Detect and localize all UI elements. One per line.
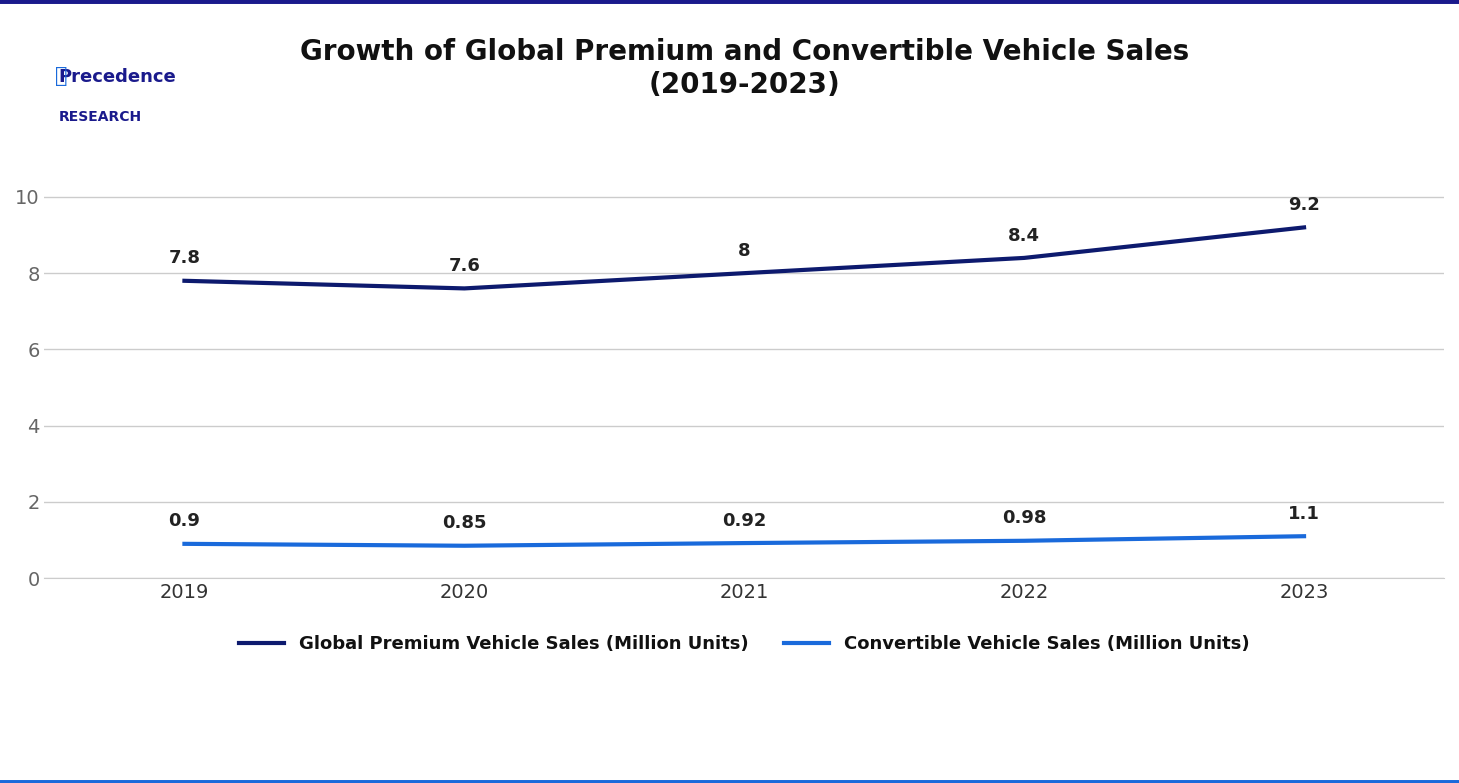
Text: 0.92: 0.92: [722, 512, 766, 530]
Text: Precedence: Precedence: [58, 68, 177, 86]
Legend: Global Premium Vehicle Sales (Million Units), Convertible Vehicle Sales (Million: Global Premium Vehicle Sales (Million Un…: [232, 628, 1256, 661]
Text: Ⓟ: Ⓟ: [55, 67, 69, 86]
Text: 7.8: 7.8: [168, 250, 200, 268]
Text: 9.2: 9.2: [1288, 196, 1320, 214]
Text: 1.1: 1.1: [1288, 505, 1320, 523]
Text: RESEARCH: RESEARCH: [58, 110, 142, 124]
Text: 8: 8: [738, 242, 750, 260]
Text: 0.85: 0.85: [442, 514, 487, 532]
Text: 7.6: 7.6: [448, 257, 480, 275]
Text: 8.4: 8.4: [1008, 226, 1040, 244]
Title: Growth of Global Premium and Convertible Vehicle Sales
(2019-2023): Growth of Global Premium and Convertible…: [299, 38, 1189, 99]
Text: 0.98: 0.98: [1002, 510, 1046, 528]
Text: 0.9: 0.9: [168, 513, 200, 531]
